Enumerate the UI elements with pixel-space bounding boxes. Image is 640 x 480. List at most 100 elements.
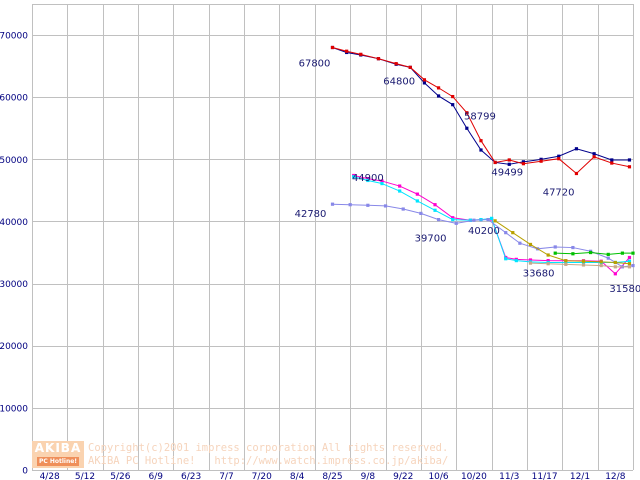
series-marker — [366, 203, 370, 207]
series-marker — [627, 255, 632, 260]
series-marker — [493, 160, 497, 165]
series-marker — [507, 162, 511, 166]
x-axis-tick-labels: 4/28 5/12 5/26 6/9 6/23 7/7 7/20 8/4 8/25 9/8 9/22… — [40, 472, 626, 480]
series-marker — [465, 126, 469, 130]
series-marker — [415, 199, 419, 203]
series-marker — [468, 218, 472, 222]
series-marker — [592, 152, 596, 156]
series-marker — [422, 78, 427, 82]
series-marker — [348, 203, 352, 207]
series-marker — [606, 256, 610, 260]
x-tick-label: 8/25 — [322, 472, 342, 480]
series-layer — [330, 45, 635, 276]
data-point-label: 44900 — [352, 173, 384, 184]
series-marker — [571, 245, 575, 250]
series-marker — [588, 250, 593, 255]
series-marker — [472, 218, 476, 222]
series-marker — [613, 260, 617, 265]
grid-layer — [32, 4, 634, 471]
x-tick-label: 5/12 — [75, 472, 95, 480]
x-tick-label: 10/20 — [461, 472, 487, 480]
series-marker — [599, 260, 603, 264]
series-marker — [398, 184, 402, 188]
x-tick-label: 10/6 — [428, 472, 448, 480]
series-marker — [486, 218, 490, 222]
data-point-label: 31580 — [609, 284, 640, 295]
series-marker — [571, 252, 575, 256]
x-tick-label: 9/8 — [361, 472, 376, 480]
series-marker — [330, 202, 335, 206]
series-marker — [631, 251, 635, 255]
x-tick-label: 6/23 — [181, 472, 201, 480]
series-marker — [451, 103, 455, 107]
data-point-label: 64800 — [383, 76, 415, 87]
series-marker — [507, 158, 511, 162]
y-tick-label: 0 — [22, 467, 28, 477]
series-marker — [451, 218, 455, 222]
series-marker — [493, 219, 497, 223]
y-tick-label: 60000 — [0, 94, 28, 104]
series-marker — [366, 176, 370, 181]
series-marker — [408, 65, 412, 69]
data-point-label: 40200 — [468, 226, 500, 237]
data-point-label: 58799 — [464, 112, 496, 123]
series-marker — [398, 189, 402, 193]
y-tick-label: 10000 — [0, 404, 28, 414]
series-marker — [574, 147, 579, 151]
series-marker — [454, 221, 458, 225]
series-marker — [521, 160, 526, 164]
series-marker — [546, 262, 550, 266]
series-marker — [436, 94, 441, 98]
series-marker — [376, 57, 381, 61]
y-tick-label: 30000 — [0, 280, 28, 290]
series-marker — [380, 179, 384, 183]
data-point-label: 42780 — [295, 209, 327, 220]
series-marker — [359, 52, 363, 56]
y-axis-tick-labels: 0 10000 20000 30000 40000 50000 60000 70000 — [0, 32, 28, 477]
series-marker — [620, 251, 624, 255]
series-line — [332, 47, 630, 175]
series-marker — [504, 231, 508, 235]
x-tick-label: 9/22 — [393, 472, 413, 480]
series-marker — [546, 259, 550, 263]
series-marker — [436, 86, 441, 90]
series-marker — [436, 218, 441, 222]
series-marker — [511, 231, 515, 235]
series-marker — [401, 207, 405, 211]
series-marker — [528, 261, 533, 265]
series-marker — [330, 45, 335, 50]
series-marker — [557, 157, 561, 161]
series-marker — [539, 157, 543, 161]
y-tick-label: 20000 — [0, 342, 28, 352]
y-tick-label: 40000 — [0, 218, 28, 228]
series-marker — [504, 257, 508, 261]
series-marker — [380, 181, 384, 186]
series-marker — [592, 155, 596, 159]
data-point-label: 39700 — [415, 233, 447, 244]
y-tick-label: 70000 — [0, 32, 28, 42]
x-tick-label: 5/26 — [110, 472, 130, 480]
series-marker — [514, 259, 518, 263]
x-tick-label: 4/28 — [40, 472, 60, 480]
series-marker — [564, 262, 568, 266]
series-line — [332, 47, 630, 165]
series-marker — [599, 263, 603, 268]
x-tick-label: 12/8 — [605, 472, 625, 480]
series-marker — [557, 154, 561, 158]
series-marker — [627, 259, 632, 263]
series-marker — [528, 242, 533, 247]
series-marker — [581, 259, 586, 263]
series-marker — [419, 211, 423, 215]
series-marker — [574, 171, 579, 176]
series-line — [555, 252, 633, 255]
series-marker — [581, 263, 586, 267]
x-tick-label: 11/3 — [499, 472, 519, 480]
data-point-label: 49499 — [491, 167, 523, 178]
series-marker — [546, 253, 550, 257]
series-marker — [451, 94, 455, 99]
series-marker — [627, 265, 632, 269]
data-point-label: 33680 — [523, 269, 555, 280]
series-marker — [521, 162, 526, 166]
